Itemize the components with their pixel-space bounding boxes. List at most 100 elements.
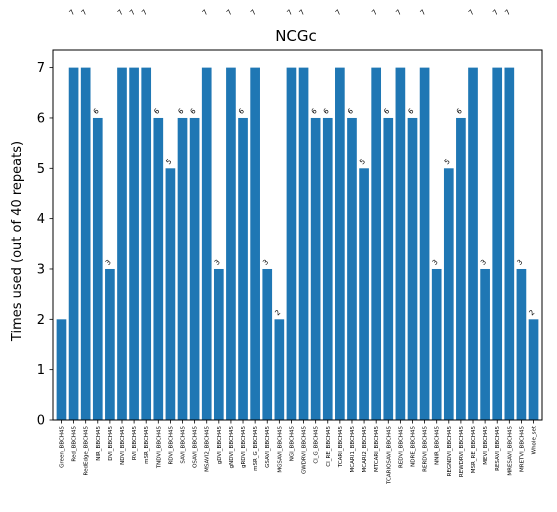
x-tick-label: DVI_BBCH45: [108, 426, 114, 461]
bar-GSAVI_BBCH45: [262, 268, 273, 420]
bar-OSAVI_BBCH45: [189, 117, 200, 421]
data-label-REWDRVI_BBCH45: 6: [455, 107, 464, 116]
bar-MCARI1_BBCH45: [347, 117, 357, 421]
data-label-MCARI1_BBCH45: 6: [346, 107, 355, 116]
plot-frame: [52, 49, 543, 421]
x-tick-label: MTCARI_BBCH45: [374, 426, 380, 473]
y-tick-label: 5: [37, 162, 45, 177]
data-label-TNDVI_BBCH45: 6: [152, 107, 161, 116]
bar-RVI_BBCH45: [129, 67, 139, 421]
x-tick-label: GSAVI_BBCH45: [265, 426, 271, 468]
x-tick-label: NIR_BBCH45: [96, 426, 102, 461]
x-tick-label: NDVI_BBCH45: [120, 426, 126, 465]
data-label-REGNDVI_BBCH45: 5: [443, 157, 452, 166]
x-tick-label: CI_G_BBCH45: [314, 426, 320, 464]
data-label-Red_BBCH45: 7: [68, 8, 77, 17]
x-tick-label: MSAVI2_BBCH45: [205, 426, 211, 472]
bar-gNDVI_BBCH45: [226, 67, 236, 421]
x-tick-label: Green_BBCH45: [59, 426, 65, 468]
x-tick-label: RERDVI_BBCH45: [423, 426, 429, 472]
y-axis: 0 1 2 3 4 5 6 7: [37, 61, 53, 429]
bar-REGNDVI_BBCH45: [443, 168, 454, 420]
data-label-CI_G_BBCH45: 6: [310, 107, 319, 116]
data-label-REDVI_BBCH45: 7: [395, 8, 404, 17]
data-label-NDVI_BBCH45: 7: [116, 8, 125, 17]
bar-MGSAVI_BBCH45: [274, 319, 285, 420]
bar-CI_RE_BBCH45: [322, 117, 333, 421]
data-label-SAVI_BBCH45: 6: [177, 107, 186, 116]
y-tick-label: 0: [37, 414, 45, 429]
data-label-TCARI_BBCH45: 7: [334, 8, 343, 17]
data-label-TCARIOSAVI_BBCH45: 6: [382, 107, 391, 116]
y-axis-label: Times used (out of 40 repeats): [10, 141, 25, 342]
bars-group: [56, 67, 539, 421]
data-label-gRDVI_BBCH45: 6: [237, 107, 246, 116]
x-tick-label: MEVI_BBCH45: [483, 426, 489, 465]
bar-gRDVI_BBCH45: [238, 117, 248, 421]
bar-Green_BBCH45: [56, 319, 67, 420]
bar-TCARIOSAVI_BBCH45: [383, 117, 394, 421]
data-label-RedEdge_BBCH45: 7: [80, 8, 89, 17]
data-label-gNDVI_BBCH45: 7: [225, 8, 234, 17]
y-tick-label: 7: [37, 61, 45, 76]
y-tick-label: 4: [37, 212, 45, 227]
x-tick-label: MCARI2_BBCH45: [362, 426, 368, 473]
y-tick-label: 1: [37, 363, 45, 378]
bar-MRETVI_BBCH45: [516, 268, 527, 420]
y-tick-label: 3: [37, 262, 45, 277]
bar-MCARI2_BBCH45: [359, 168, 369, 420]
data-label-CI_RE_BBCH45: 6: [322, 107, 331, 116]
data-label-RVI_BBCH45: 7: [128, 8, 137, 17]
x-tick-label: gNDVI_BBCH45: [229, 426, 235, 469]
x-tick-label: CI_RE_BBCH45: [326, 426, 332, 467]
bar-MTCARI_BBCH45: [371, 67, 382, 421]
x-tick-label: gDVI_BBCH45: [217, 426, 223, 465]
y-tick-label: 6: [37, 111, 45, 126]
x-tick-label: REWDRVI_BBCH45: [459, 426, 465, 478]
bar-Red_BBCH45: [68, 67, 79, 421]
x-tick-label: NNIR_BBCH45: [435, 426, 441, 465]
x-tick-label: RESAVI_BBCH45: [495, 425, 501, 470]
bar-DVI_BBCH45: [105, 268, 115, 420]
bar-gDVI_BBCH45: [213, 268, 224, 420]
data-label-NGI_BBCH45: 7: [286, 8, 295, 17]
bar-REWDRVI_BBCH45: [456, 117, 466, 421]
chart-title: NCGc: [275, 27, 317, 45]
x-tick-label: mSR_BBCH45: [144, 426, 150, 464]
bar-RERDVI_BBCH45: [419, 67, 430, 421]
bar-MRESAVI_BBCH45: [504, 67, 515, 421]
bar-RedEdge_BBCH45: [80, 67, 91, 421]
data-label-MTCARI_BBCH45: 7: [370, 8, 379, 17]
bar-Whole_set: [528, 319, 539, 420]
data-label-Whole_set: 2: [528, 308, 537, 317]
data-label-mSR_BBCH45: 7: [140, 8, 149, 17]
bar-NIR_BBCH45: [92, 117, 103, 421]
data-label-RESAVI_BBCH45: 7: [491, 8, 500, 17]
data-label-GWDRVI_BBCH45: 7: [298, 8, 307, 17]
bar-mSR_BBCH45: [141, 67, 152, 421]
data-label-MRETVI_BBCH45: 3: [516, 258, 525, 267]
bar-GWDRVI_BBCH45: [298, 67, 309, 421]
data-label-GSAVI_BBCH45: 3: [261, 258, 270, 267]
x-tick-label: NDRE_BBCH45: [410, 426, 416, 467]
bar-mSR_G_BBCH45: [250, 67, 260, 421]
x-tick-label: MRETVI_BBCH45: [519, 426, 525, 472]
x-axis: Green_BBCH45 Red_BBCH45 RedEdge_BBCH45 NIR_…: [59, 420, 538, 485]
x-tick-label: MGSAVI_BBCH45: [277, 426, 283, 473]
bar-RESAVI_BBCH45: [492, 67, 503, 421]
x-tick-label: NGI_BBCH45: [289, 426, 295, 462]
data-label-MEVI_BBCH45: 3: [479, 258, 488, 267]
x-tick-label: RDVI_BBCH45: [168, 426, 174, 465]
x-tick-label: GWDRVI_BBCH45: [302, 426, 308, 475]
data-label-MRESAVI_BBCH45: 7: [503, 8, 512, 17]
x-tick-label: SAVI_BBCH45: [181, 426, 187, 464]
data-label-RERDVI_BBCH45: 7: [419, 8, 428, 17]
bar-TCARI_BBCH45: [335, 67, 345, 421]
x-tick-label: RVI_BBCH45: [132, 426, 138, 461]
data-label-MSAVI2_BBCH45: 7: [201, 8, 210, 17]
bar-MEVI_BBCH45: [480, 268, 490, 420]
bar-NDVI_BBCH45: [117, 67, 127, 421]
x-tick-label: mSR_G_BBCH45: [253, 426, 259, 471]
data-label-NIR_BBCH45: 6: [92, 107, 101, 116]
